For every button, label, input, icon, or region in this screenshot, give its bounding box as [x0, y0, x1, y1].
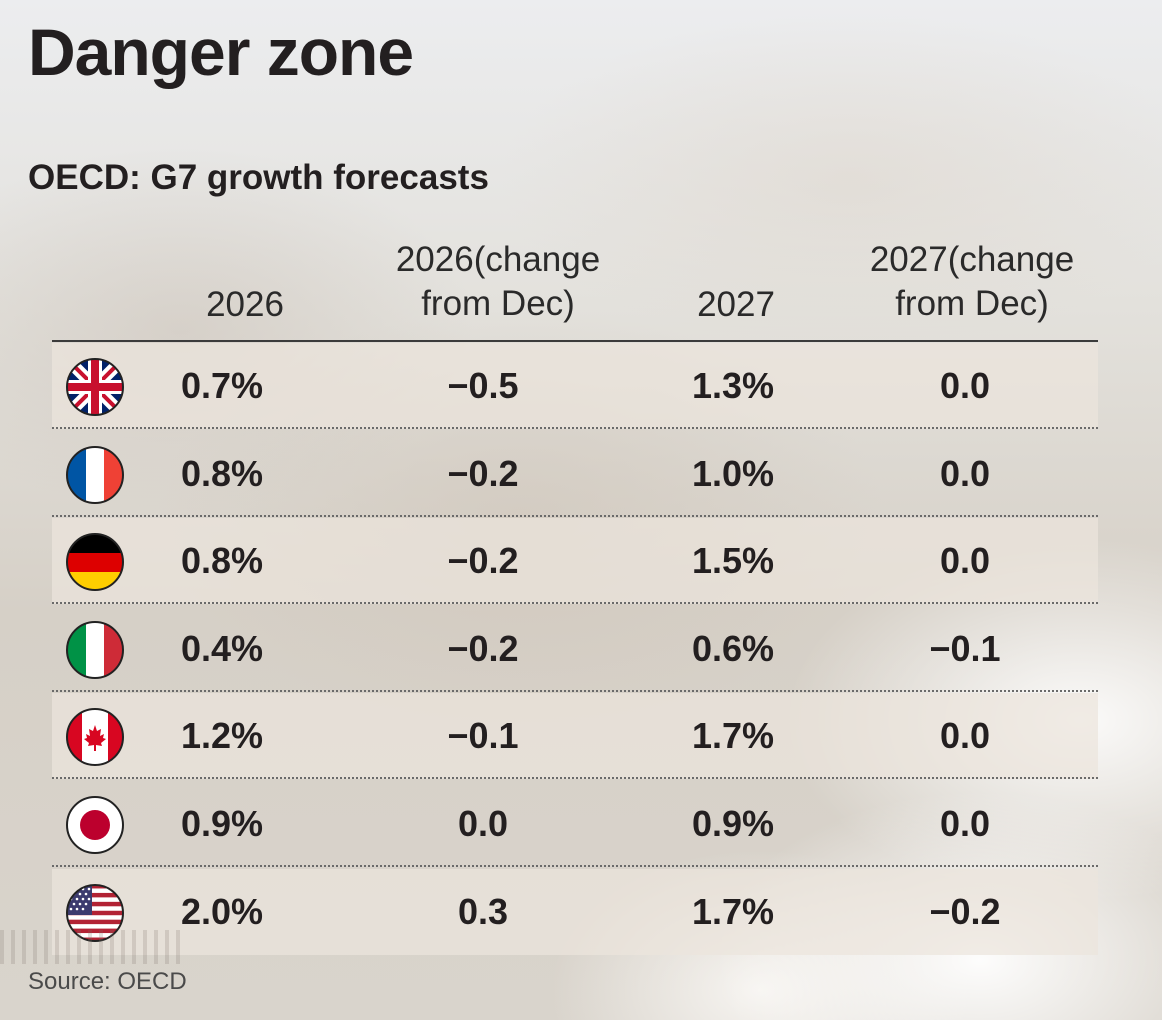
row-divider	[52, 514, 1098, 517]
table-cell: 1.7%	[691, 715, 775, 757]
column-header-2027-change-line2: from Dec)	[895, 284, 1049, 323]
table-cell: 2.0%	[180, 890, 264, 932]
column-header-2027-change: 2027(change from Dec)	[847, 238, 1097, 326]
table-row: 2.0% 0.3 1.7% −0.2	[52, 868, 1098, 955]
column-header-2026-change-line1: 2026(change	[395, 240, 601, 279]
column-header-2027: 2027	[646, 283, 826, 327]
table-cell: 0.9%	[691, 803, 775, 844]
table-row: 0.8% −0.2 1.0% 0.0	[52, 431, 1098, 517]
italy-flag-icon	[66, 620, 124, 679]
table-row: 0.4% −0.2 0.6% −0.1	[52, 606, 1098, 692]
table-cell: 0.0	[939, 803, 991, 844]
table-cell: 0.0	[939, 452, 991, 494]
column-header-2027-change-line1: 2027(change	[869, 240, 1075, 279]
france-flag-icon	[66, 445, 124, 504]
table-row: 0.8% −0.2 1.5% 0.0	[52, 518, 1098, 605]
row-divider	[52, 689, 1098, 692]
table-cell: 1.5%	[691, 540, 775, 582]
table-row: 0.9% 0.0 0.9% 0.0	[52, 781, 1098, 867]
row-divider	[52, 865, 1098, 867]
header-rule	[52, 340, 1098, 342]
canada-flag-icon	[66, 708, 124, 767]
table-cell: 0.0	[939, 540, 991, 582]
row-divider	[52, 602, 1098, 605]
table-cell: 0.8%	[180, 452, 264, 494]
japan-flag-icon	[66, 796, 124, 854]
table-cell: 0.9%	[180, 803, 264, 844]
table-cell: 0.0	[939, 365, 991, 406]
table-cell: −0.2	[447, 452, 519, 494]
table-cell: 0.4%	[180, 627, 264, 669]
table-cell: 0.0	[457, 803, 509, 844]
background-railing	[0, 930, 180, 964]
chart-subtitle: OECD: G7 growth forecasts	[28, 158, 489, 197]
table-cell: 0.7%	[180, 365, 264, 406]
usa-flag-icon	[66, 883, 124, 942]
source-note: Source: OECD	[28, 968, 187, 995]
table-cell: 0.0	[939, 715, 991, 757]
table-cell: −0.1	[929, 627, 1001, 669]
table-cell: −0.1	[447, 715, 519, 757]
column-header-2027-label: 2027	[697, 285, 775, 324]
column-header-2026: 2026	[155, 283, 335, 327]
table-row: 1.2% −0.1 1.7% 0.0	[52, 693, 1098, 780]
table-cell: 1.0%	[691, 452, 775, 494]
uk-flag-icon	[66, 358, 124, 416]
chart-title: Danger zone	[28, 15, 414, 89]
table-cell: −0.2	[929, 890, 1001, 932]
row-divider	[52, 427, 1098, 429]
table-cell: 0.3	[457, 890, 509, 932]
table-cell: 1.3%	[691, 365, 775, 406]
column-header-2026-change: 2026(change from Dec)	[373, 238, 623, 326]
row-divider	[52, 777, 1098, 780]
table-row: 0.7% −0.5 1.3% 0.0	[52, 343, 1098, 429]
column-header-2026-change-line2: from Dec)	[421, 284, 575, 323]
table-cell: 0.8%	[180, 540, 264, 582]
table-cell: 0.6%	[691, 627, 775, 669]
table-cell: 1.7%	[691, 890, 775, 932]
table-cell: −0.5	[447, 365, 519, 406]
column-header-2026-label: 2026	[206, 285, 284, 324]
table-cell: −0.2	[447, 540, 519, 582]
table-cell: 1.2%	[180, 715, 264, 757]
germany-flag-icon	[66, 533, 124, 592]
table-cell: −0.2	[447, 627, 519, 669]
